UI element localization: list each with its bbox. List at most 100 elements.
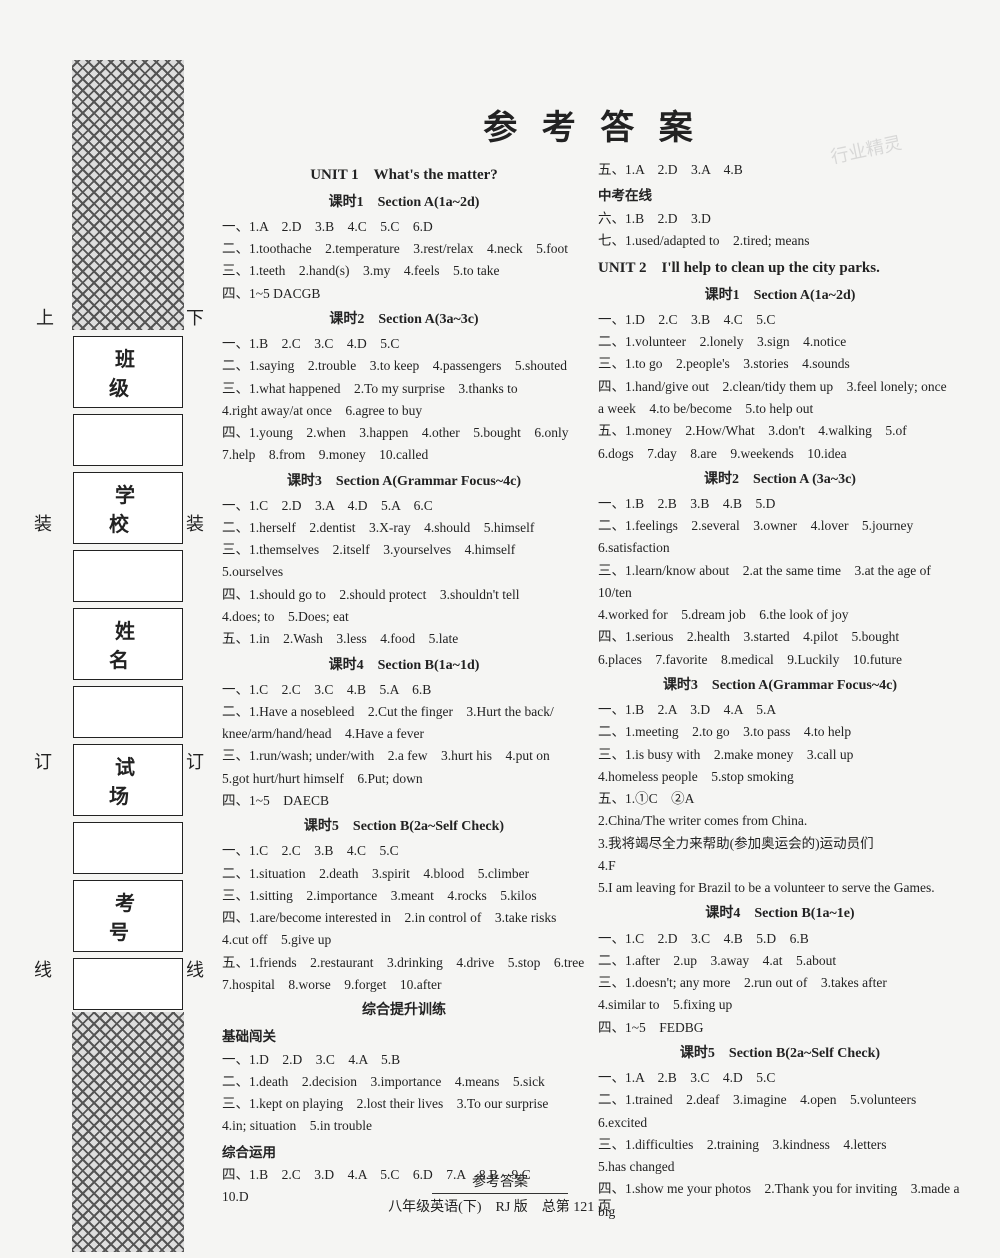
footer-top: 参考答案 xyxy=(432,1171,568,1194)
text-line: 三、1.themselves 2.itself 3.yourselves 4.h… xyxy=(222,539,586,584)
annot-zhuang-l: 装 xyxy=(34,510,52,536)
text-line: 一、1.A 2.D 3.B 4.C 5.C 6.D xyxy=(222,216,586,238)
box-blank-2 xyxy=(73,550,183,602)
text-line: 4.F xyxy=(598,855,962,877)
r-l2-title: 课时2 Section A (3a~3c) xyxy=(598,468,962,491)
text-line: 二、1.death 2.decision 3.importance 4.mean… xyxy=(222,1071,586,1093)
text-line: 三、1.what happened 2.To my surprise 3.tha… xyxy=(222,378,586,400)
box-xingming: 姓 名 xyxy=(73,608,183,680)
l3-title: 课时3 Section A(Grammar Focus~4c) xyxy=(222,470,586,493)
text-line: 一、1.B 2.C 3.C 4.D 5.C xyxy=(222,333,586,355)
r-l3-title: 课时3 Section A(Grammar Focus~4c) xyxy=(598,674,962,697)
l2-title: 课时2 Section A(3a~3c) xyxy=(222,308,586,331)
zh-title: 综合提升训练 xyxy=(222,999,586,1022)
text-line: 一、1.C 2.D 3.C 4.B 5.D 6.B xyxy=(598,928,962,950)
annot-xian-l: 线 xyxy=(34,956,52,982)
box-blank-3 xyxy=(73,686,183,738)
annot-zhuang-r: 装 xyxy=(186,510,204,536)
box-banji: 班 级 xyxy=(73,336,183,408)
text-line: 五、1.money 2.How/What 3.don't 4.walking 5… xyxy=(598,420,962,442)
unit1-title: UNIT 1 What's the matter? xyxy=(222,163,586,188)
text-line: 6.satisfaction xyxy=(598,537,962,559)
text-line: 4.right away/at once 6.agree to buy xyxy=(222,400,586,422)
text-line: 三、1.sitting 2.importance 3.meant 4.rocks… xyxy=(222,885,586,907)
r-l4-title: 课时4 Section B(1a~1e) xyxy=(598,902,962,925)
text-line: 4.homeless people 5.stop smoking xyxy=(598,766,962,788)
text-line: knee/arm/hand/head 4.Have a fever xyxy=(222,723,586,745)
text-line: a week 4.to be/become 5.to help out xyxy=(598,398,962,420)
text-line: 二、1.after 2.up 3.away 4.at 5.about xyxy=(598,950,962,972)
text-line: 三、1.learn/know about 2.at the same time … xyxy=(598,560,962,605)
annot-up: 上 xyxy=(36,304,54,330)
jc-title: 基础闯关 xyxy=(222,1026,586,1048)
text-line: 三、1.is busy with 2.make money 3.call up xyxy=(598,744,962,766)
r-l5-title: 课时5 Section B(2a~Self Check) xyxy=(598,1042,962,1065)
text-line: 一、1.D 2.C 3.B 4.C 5.C xyxy=(598,309,962,331)
footer-bottom: 八年级英语(下) RJ 版 总第 121 页 xyxy=(0,1196,1000,1216)
annot-ding-r: 订 xyxy=(186,748,204,774)
pattern-bottom xyxy=(72,1012,184,1252)
text-line: 一、1.A 2.B 3.C 4.D 5.C xyxy=(598,1067,962,1089)
l5-title: 课时5 Section B(2a~Self Check) xyxy=(222,815,586,838)
box-shichang: 试 场 xyxy=(73,744,183,816)
text-line: 6.excited xyxy=(598,1112,962,1134)
unit2-title: UNIT 2 I'll help to clean up the city pa… xyxy=(598,256,962,281)
annot-down: 下 xyxy=(186,304,204,330)
text-line: 3.我将竭尽全力来帮助(参加奥运会的)运动员们 xyxy=(598,833,962,855)
text-line: 三、1.kept on playing 2.lost their lives 3… xyxy=(222,1093,586,1115)
text-line: 三、1.to go 2.people's 3.stories 4.sounds xyxy=(598,353,962,375)
box-xuexiao-label: 学 校 xyxy=(109,485,191,536)
text-line: 六、1.B 2.D 3.D xyxy=(598,208,962,230)
binding-sidebar: 上 下 班 级 学 校 装 装 姓 名 试 场 订 订 考 号 线 线 xyxy=(58,60,198,1210)
text-line: 4.similar to 5.fixing up xyxy=(598,994,962,1016)
text-line: 5.I am leaving for Brazil to be a volunt… xyxy=(598,877,962,899)
text-line: 四、1.serious 2.health 3.started 4.pilot 5… xyxy=(598,626,962,648)
text-line: 四、1.are/become interested in 2.in contro… xyxy=(222,907,586,929)
text-line: 二、1.trained 2.deaf 3.imagine 4.open 5.vo… xyxy=(598,1089,962,1111)
column-right: 五、1.A 2.D 3.A 4.B 中考在线 六、1.B 2.D 3.D 七、1… xyxy=(598,159,962,1223)
box-kaohao-label: 考 号 xyxy=(109,893,191,944)
text-line: 三、1.run/wash; under/with 2.a few 3.hurt … xyxy=(222,745,586,767)
annot-ding-l: 订 xyxy=(34,748,52,774)
page-footer: 参考答案 八年级英语(下) RJ 版 总第 121 页 xyxy=(0,1171,1000,1216)
text-line: 四、1~5 DAECB xyxy=(222,790,586,812)
text-line: 四、1.hand/give out 2.clean/tidy them up 3… xyxy=(598,376,962,398)
text-line: 4.does; to 5.Does; eat xyxy=(222,606,586,628)
text-line: 一、1.B 2.B 3.B 4.B 5.D xyxy=(598,493,962,515)
text-line: 4.in; situation 5.in trouble xyxy=(222,1115,586,1137)
text-line: 6.dogs 7.day 8.are 9.weekends 10.idea xyxy=(598,443,962,465)
text-line: 四、1~5 FEDBG xyxy=(598,1017,962,1039)
text-line: 7.hospital 8.worse 9.forget 10.after xyxy=(222,974,586,996)
text-line: 七、1.used/adapted to 2.tired; means xyxy=(598,230,962,252)
text-line: 二、1.volunteer 2.lonely 3.sign 4.notice xyxy=(598,331,962,353)
text-line: 四、1~5 DACGB xyxy=(222,283,586,305)
box-blank-4 xyxy=(73,822,183,874)
text-line: 三、1.doesn't; any more 2.run out of 3.tak… xyxy=(598,972,962,994)
text-line: 二、1.feelings 2.several 3.owner 4.lover 5… xyxy=(598,515,962,537)
column-left: UNIT 1 What's the matter? 课时1 Section A(… xyxy=(222,159,586,1223)
text-line: 二、1.meeting 2.to go 3.to pass 4.to help xyxy=(598,721,962,743)
box-blank-1 xyxy=(73,414,183,466)
text-line: 5.got hurt/hurt himself 6.Put; down xyxy=(222,768,586,790)
text-line: 四、1.should go to 2.should protect 3.shou… xyxy=(222,584,586,606)
box-xuexiao: 学 校 xyxy=(73,472,183,544)
text-line: 五、1.A 2.D 3.A 4.B xyxy=(598,159,962,181)
l1-title: 课时1 Section A(1a~2d) xyxy=(222,191,586,214)
text-line: 一、1.B 2.A 3.D 4.A 5.A xyxy=(598,699,962,721)
text-line: 一、1.C 2.C 3.C 4.B 5.A 6.B xyxy=(222,679,586,701)
columns: UNIT 1 What's the matter? 课时1 Section A(… xyxy=(222,159,962,1223)
text-line: 四、1.young 2.when 3.happen 4.other 5.boug… xyxy=(222,422,586,444)
text-line: 一、1.D 2.D 3.C 4.A 5.B xyxy=(222,1049,586,1071)
text-line: 三、1.difficulties 2.training 3.kindness 4… xyxy=(598,1134,962,1156)
text-line: 三、1.teeth 2.hand(s) 3.my 4.feels 5.to ta… xyxy=(222,260,586,282)
text-line: 二、1.situation 2.death 3.spirit 4.blood 5… xyxy=(222,863,586,885)
text-line: 2.China/The writer comes from China. xyxy=(598,810,962,832)
text-line: 二、1.saying 2.trouble 3.to keep 4.passeng… xyxy=(222,355,586,377)
zy-title: 综合运用 xyxy=(222,1142,586,1164)
text-line: 6.places 7.favorite 8.medical 9.Luckily … xyxy=(598,649,962,671)
text-line: 二、1.Have a nosebleed 2.Cut the finger 3.… xyxy=(222,701,586,723)
text-line: 二、1.herself 2.dentist 3.X-ray 4.should 5… xyxy=(222,517,586,539)
text-line: 一、1.C 2.D 3.A 4.D 5.A 6.C xyxy=(222,495,586,517)
box-xingming-label: 姓 名 xyxy=(109,621,191,672)
text-line: 二、1.toothache 2.temperature 3.rest/relax… xyxy=(222,238,586,260)
